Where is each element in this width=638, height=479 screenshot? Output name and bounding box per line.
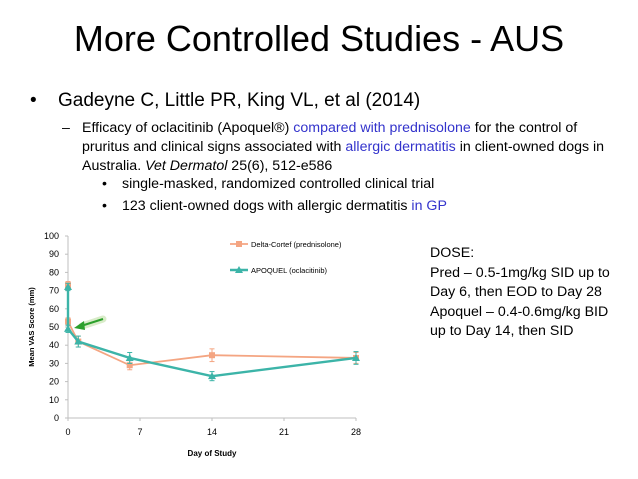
data-point [64,324,72,332]
annotation-arrow [74,315,107,330]
dose-heading: DOSE: [430,245,475,261]
y-tick-label: 10 [49,395,59,405]
chart-series [64,281,360,382]
legend-label: Delta-Cortef (prednisolone) [251,240,342,249]
arrow-head [74,321,85,330]
y-tick-label: 80 [49,267,59,277]
bullet-dot: • [30,90,37,111]
y-tick-label: 100 [44,231,59,241]
x-tick-label: 14 [207,427,217,437]
x-tick-label: 28 [351,427,361,437]
y-tick-label: 60 [49,304,59,314]
series-line [66,286,357,378]
chart-legend: Delta-Cortef (prednisolone) APOQUEL (ocla… [230,240,342,275]
dose-line: up to Day 14, then SID [430,323,574,339]
series-apoquel [64,282,360,382]
main-bullet: • Gadeyne C, Little PR, King VL, et al (2… [30,90,420,112]
y-tick-label: 20 [49,377,59,387]
journal-name: Vet Dermatol [145,158,228,174]
y-tick-label: 70 [49,286,59,296]
legend-marker [236,241,242,247]
y-axis-label: Mean VAS Score (mm) [27,287,36,367]
bullet-dot: • [102,198,107,214]
dose-box: DOSE: Pred – 0.5-1mg/kg SID up to Day 6,… [430,244,630,342]
data-point [125,353,134,361]
highlight-allergic-dermatitis: allergic dermatitis [345,139,456,155]
data-point [64,282,72,290]
bullet-dot: • [102,176,107,192]
sub-part2: for the control of pruritus and clinical… [82,120,578,155]
sub-part1: Efficacy of oclacitinib (Apoquel®) [82,120,294,136]
y-tick-label: 50 [49,322,59,332]
series-prednisolone [65,281,359,371]
highlight-in-gp: in GP [411,198,447,214]
highlight-prednisolone: compared with prednisolone [293,120,471,136]
y-tick-label: 0 [54,413,59,423]
citation: 25(6), 512-e586 [227,158,333,174]
sub-bullet: – Efficacy of oclacitinib (Apoquel®) com… [62,119,622,176]
main-bullet-text: Gadeyne C, Little PR, King VL, et al (20… [58,90,421,111]
x-tick-label: 21 [279,427,289,437]
y-tick-label: 30 [49,358,59,368]
x-tick-label: 7 [137,427,142,437]
y-tick-label: 40 [49,340,59,350]
data-point [208,372,216,380]
y-tick-label: 90 [49,249,59,259]
sub-part3: in client-owned dogs in Australia. [82,139,605,174]
design-bullet: • 123 client-owned dogs with allergic der… [102,198,447,214]
design-bullet: • single-masked, randomized controlled cl… [102,176,434,192]
design-bullet-text: single-masked, randomized controlled cli… [122,176,435,192]
arrow-shaft [80,318,104,327]
design-bullet-text: 123 client-owned dogs with allergic derm… [122,198,412,214]
sub-bullet-text: Efficacy of oclacitinib (Apoquel®) compa… [82,119,622,176]
x-tick-label: 0 [65,427,70,437]
dose-line: Pred – 0.5-1mg/kg SID up to [430,264,610,281]
slide-title: More Controlled Studies - AUS [73,18,565,59]
dose-line: Apoquel – 0.4-0.6mg/kg BID [430,303,609,320]
chart-labels: Day of Study Mean VAS Score (mm) [27,287,237,458]
x-axis-label: Day of Study [188,449,237,458]
legend-marker [235,266,243,273]
data-point [209,352,215,359]
dash-marker: – [62,120,70,136]
legend-label: APOQUEL (oclacitinib) [251,266,327,275]
data-point [126,362,133,369]
data-point [74,337,83,345]
chart-axes: 0 10 20 30 40 50 60 70 80 90 100 0 7 14 21 28 [44,231,361,437]
data-point [352,353,360,361]
dose-line: Day 6, then EOD to Day 28 [430,284,602,300]
